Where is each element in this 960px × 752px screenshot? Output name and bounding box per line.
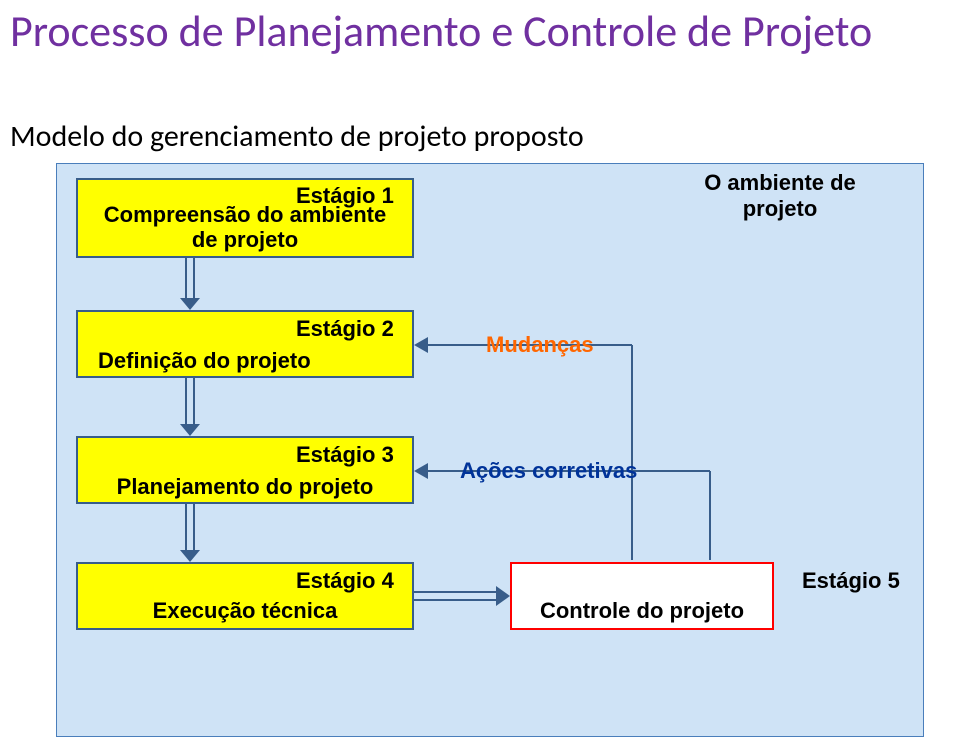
environment-label: O ambiente de projeto [680, 170, 880, 222]
environment-label-line1: O ambiente de [704, 170, 856, 195]
stage-3-tag: Estágio 3 [296, 442, 394, 468]
stage-3-label: Planejamento do projeto [78, 474, 412, 499]
stage-5-label: Controle do projeto [512, 598, 772, 623]
environment-label-line2: projeto [743, 196, 818, 221]
flow-label-mudancas: Mudanças [486, 332, 594, 358]
stage-1-tag: Estágio 1 [296, 183, 394, 209]
stage-2-tag: Estágio 2 [296, 316, 394, 342]
stage-4-tag: Estágio 4 [296, 568, 394, 594]
flow-label-acoes-corretivas: Ações corretivas [460, 458, 637, 484]
stage-5-tag: Estágio 5 [802, 568, 900, 594]
stage-1-label: Compreensão do ambiente de projeto [78, 202, 412, 253]
stage-4-label: Execução técnica [78, 598, 412, 623]
stage-5-box: Controle do projeto [510, 562, 774, 630]
stage-1-label-line2: de projeto [192, 227, 298, 252]
stage-2-label: Definição do projeto [78, 348, 432, 373]
